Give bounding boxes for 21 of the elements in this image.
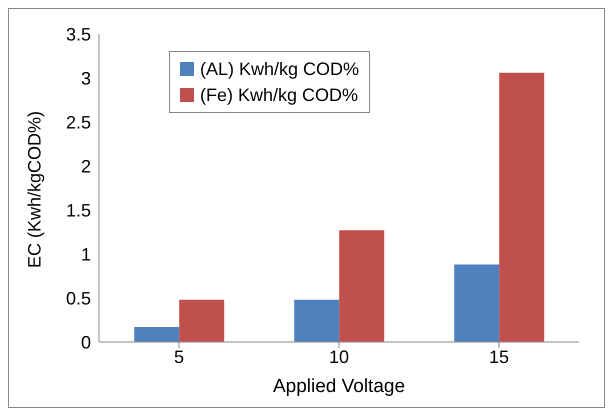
bar bbox=[179, 300, 224, 342]
y-axis-title: EC (Kwh/kgCOD%) bbox=[24, 110, 44, 268]
bar bbox=[294, 300, 340, 342]
y-tick-label: 3 bbox=[80, 68, 91, 88]
legend-label: (Fe) Kwh/kg COD% bbox=[200, 84, 358, 107]
y-tick-label: 1 bbox=[80, 244, 91, 264]
bar bbox=[134, 327, 180, 342]
legend-label: (AL) Kwh/kg COD% bbox=[200, 58, 360, 81]
y-tick-label: 3.5 bbox=[66, 24, 91, 44]
x-tick-label: 5 bbox=[174, 346, 184, 367]
y-tick-label: 0 bbox=[80, 332, 91, 352]
x-tick-label: 10 bbox=[328, 346, 350, 367]
x-tick-label: 15 bbox=[488, 346, 510, 367]
y-tick-label: 2.5 bbox=[66, 112, 91, 132]
bar bbox=[454, 264, 500, 342]
y-tick-label: 2 bbox=[80, 156, 91, 176]
y-tick-label: 1.5 bbox=[66, 200, 91, 220]
bar bbox=[499, 72, 544, 342]
bar bbox=[339, 230, 384, 342]
y-tick-label: 0.5 bbox=[66, 288, 91, 308]
x-axis-title: Applied Voltage bbox=[272, 376, 406, 397]
